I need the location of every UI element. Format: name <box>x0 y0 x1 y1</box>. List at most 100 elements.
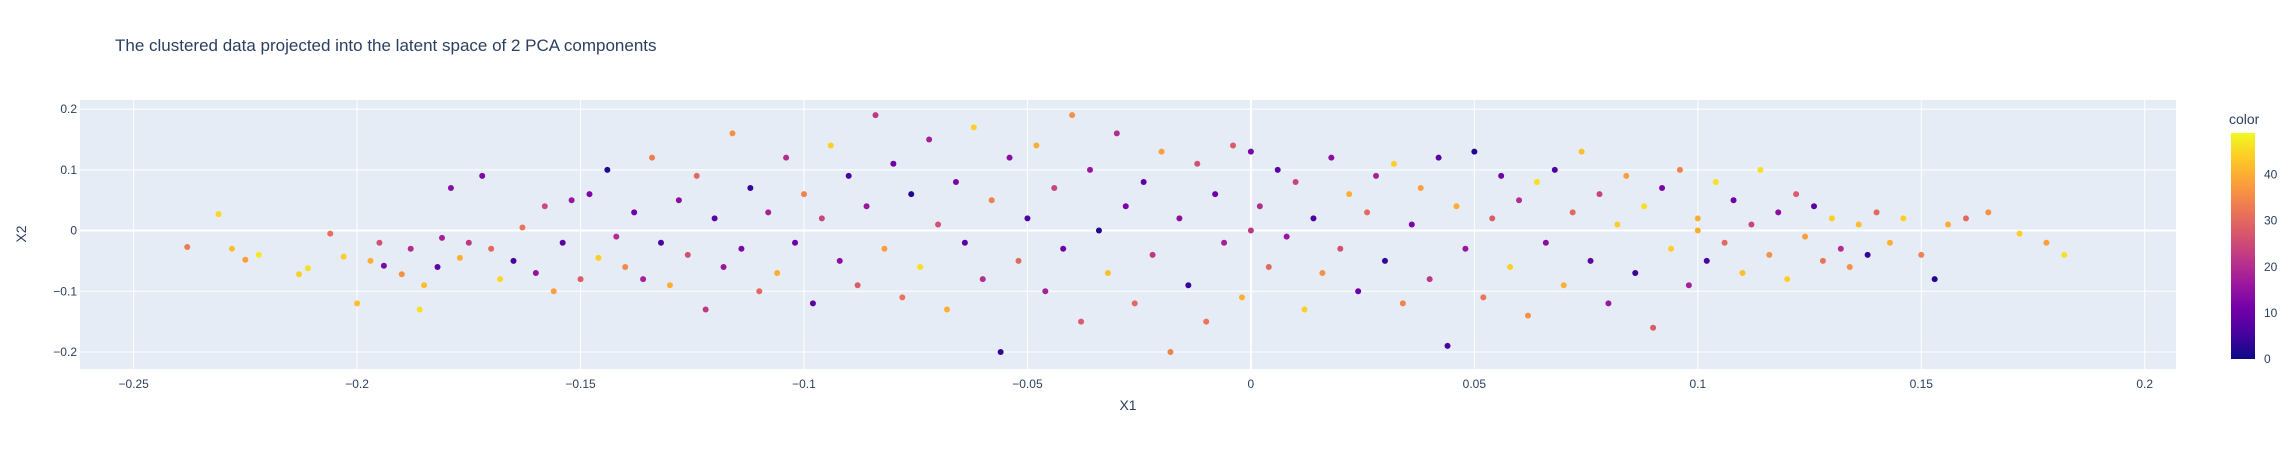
data-point <box>1828 215 1835 222</box>
colorbar-title: color <box>2229 111 2260 127</box>
data-point <box>1122 203 1129 210</box>
y-tick-labels: −0.2 −0.1 0 0.1 0.2 <box>53 102 77 359</box>
data-point <box>1650 324 1657 331</box>
x-tick-label: 0.1 <box>1689 377 1706 391</box>
data-point <box>2061 251 2068 258</box>
data-point <box>1623 172 1630 179</box>
data-point <box>1641 203 1648 210</box>
data-point <box>756 288 763 295</box>
data-point <box>541 203 548 210</box>
colorbar-tick-label: 10 <box>2264 306 2278 320</box>
data-point <box>465 239 472 246</box>
data-point <box>863 203 870 210</box>
data-point <box>1748 221 1755 228</box>
data-point <box>577 276 584 283</box>
data-point <box>1766 251 1773 258</box>
data-point <box>586 191 593 198</box>
data-point <box>1524 312 1531 319</box>
data-point <box>631 209 638 216</box>
data-point <box>1381 257 1388 264</box>
data-point <box>738 245 745 252</box>
x-axis-title: X1 <box>1119 397 1136 413</box>
data-point <box>242 256 249 263</box>
data-point <box>997 348 1004 355</box>
data-point <box>434 263 441 270</box>
data-point <box>1462 245 1469 252</box>
data-point <box>1819 257 1826 264</box>
data-point <box>1095 227 1102 234</box>
data-point <box>1985 209 1992 216</box>
data-point <box>1364 209 1371 216</box>
data-point <box>1346 191 1353 198</box>
data-point <box>1837 245 1844 252</box>
data-point <box>1712 178 1719 185</box>
data-point <box>1659 185 1666 192</box>
data-point <box>1730 197 1737 204</box>
data-point <box>1632 270 1639 277</box>
data-point <box>747 185 754 192</box>
data-point <box>1069 112 1076 119</box>
data-point <box>1775 209 1782 216</box>
data-point <box>1533 178 1540 185</box>
data-point <box>872 112 879 119</box>
data-point <box>1078 318 1085 325</box>
x-tick-label: −0.1 <box>792 377 816 391</box>
data-point <box>1399 300 1406 307</box>
data-point <box>979 276 986 283</box>
x-tick-label: −0.15 <box>565 377 596 391</box>
data-point <box>783 154 790 161</box>
data-point <box>809 300 816 307</box>
data-point <box>1060 245 1067 252</box>
x-tick-label: −0.2 <box>345 377 369 391</box>
data-point <box>622 263 629 270</box>
data-point <box>215 211 222 218</box>
data-point <box>649 154 656 161</box>
data-point <box>1203 318 1210 325</box>
data-point <box>800 191 807 198</box>
data-point <box>702 306 709 313</box>
data-point <box>1569 209 1576 216</box>
data-point <box>1087 166 1094 173</box>
data-point <box>255 251 262 258</box>
data-point <box>1113 130 1120 137</box>
data-point <box>2016 230 2023 237</box>
data-point <box>1551 166 1558 173</box>
data-point <box>1435 154 1442 161</box>
data-point <box>836 257 843 264</box>
data-point <box>1945 221 1952 228</box>
data-point <box>908 191 915 198</box>
data-point <box>899 294 906 301</box>
data-point <box>1685 282 1692 289</box>
data-point <box>729 130 736 137</box>
data-point <box>640 276 647 283</box>
data-point <box>1176 215 1183 222</box>
colorbar <box>2231 133 2255 359</box>
y-tick-label: 0.1 <box>60 163 77 177</box>
data-point <box>438 234 445 241</box>
x-tick-label: −0.25 <box>118 377 149 391</box>
data-point <box>532 270 539 277</box>
data-point <box>1274 166 1281 173</box>
data-point <box>657 239 664 246</box>
y-tick-label: 0.2 <box>60 102 77 116</box>
data-point <box>1355 288 1362 295</box>
x-tick-labels: −0.25 −0.2 −0.15 −0.1 −0.05 0 0.05 0.1 0.15 0.2 <box>118 377 2153 391</box>
data-point <box>1739 270 1746 277</box>
data-point <box>1721 239 1728 246</box>
data-point <box>1542 239 1549 246</box>
data-point <box>917 263 924 270</box>
colorbar-tick-labels: 0 10 20 30 40 <box>2264 168 2278 366</box>
data-point <box>926 136 933 143</box>
data-point <box>1605 300 1612 307</box>
data-point <box>604 166 611 173</box>
data-point <box>488 245 495 252</box>
data-point <box>818 215 825 222</box>
data-point <box>1408 221 1415 228</box>
data-point <box>367 257 374 264</box>
data-point <box>1587 257 1594 264</box>
data-point <box>1873 209 1880 216</box>
data-point <box>327 230 334 237</box>
data-point <box>304 265 311 272</box>
data-point <box>510 257 517 264</box>
data-point <box>1444 342 1451 349</box>
